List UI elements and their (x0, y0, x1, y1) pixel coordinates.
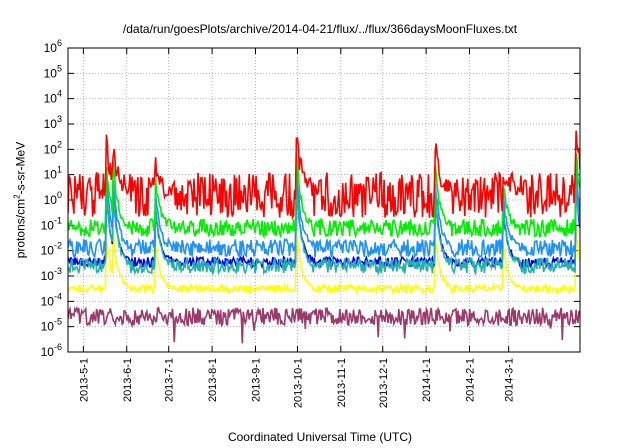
y-tick-label: 104 (44, 89, 62, 106)
series-line (68, 177, 580, 277)
series-line (68, 184, 580, 270)
series-line (68, 225, 580, 296)
plot-frame (67, 47, 581, 353)
x-tick-label: 2013-7-1 (164, 358, 176, 402)
y-tick-label: 10-1 (41, 215, 62, 232)
chart-title: /data/run/goesPlots/archive/2014-04-21/f… (122, 22, 518, 36)
y-tick-label: 106 (44, 38, 62, 55)
y-tick-label: 101 (44, 165, 62, 182)
x-tick-label: 2013-11-1 (336, 358, 348, 407)
x-tick-label: 2013-10-1 (292, 358, 304, 408)
x-tick-label: 2013-12-1 (378, 358, 390, 408)
y-tick-label: 10-5 (41, 317, 62, 334)
x-tick-label: 2013-6-1 (122, 358, 134, 402)
y-tick-label: 102 (44, 139, 62, 156)
y-tick-label: 10-6 (41, 342, 62, 359)
y-tick-label: 10-3 (41, 266, 62, 283)
x-tick-label: 2013-9-1 (250, 358, 262, 402)
x-axis-label: Coordinated Universal Time (UTC) (227, 430, 413, 444)
y-tick-label: 10-4 (41, 291, 62, 308)
x-tick-label: 2014-2-1 (464, 358, 476, 402)
series-group (68, 130, 580, 344)
series-line (68, 305, 580, 344)
y-tick-label: 103 (44, 114, 62, 131)
series-line (68, 153, 580, 240)
x-tick-label: 2013-5-1 (78, 358, 90, 402)
y-tick-label: 100 (44, 190, 62, 207)
y-tick-label: 10-2 (41, 241, 62, 258)
y-tick-label: 105 (44, 63, 62, 80)
x-tick-label: 2013-8-1 (207, 358, 219, 402)
x-tick-label: 2014-1-1 (421, 358, 433, 402)
series-line (68, 130, 580, 221)
x-tick-label: 2014-3-1 (504, 358, 516, 402)
series-line (68, 165, 580, 260)
